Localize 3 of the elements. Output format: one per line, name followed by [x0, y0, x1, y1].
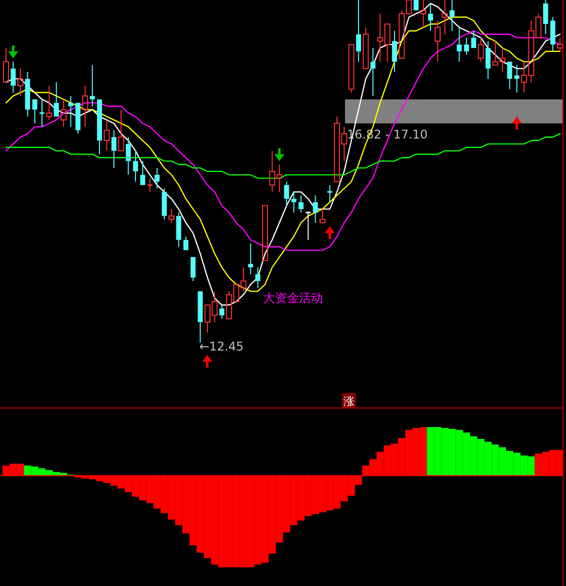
annotation: ←12.45 [199, 340, 244, 354]
text: 涨 [344, 395, 354, 408]
annotation: 大资金活动 [263, 291, 323, 305]
